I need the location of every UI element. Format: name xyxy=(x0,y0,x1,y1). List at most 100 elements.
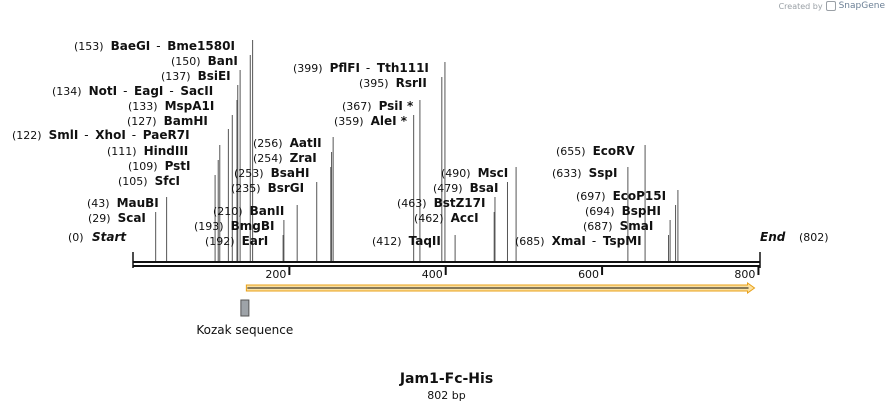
enzyme-label[interactable]: (150) BanI xyxy=(171,54,238,68)
enzyme-label[interactable]: (256) AatII xyxy=(253,136,322,150)
enzyme-name[interactable]: SmlI xyxy=(49,128,79,142)
enzyme-label[interactable]: (235) BsrGI xyxy=(231,181,304,195)
enzyme-label[interactable]: (254) ZraI xyxy=(253,151,317,165)
enzyme-label[interactable]: (109) PstI xyxy=(128,159,191,173)
enzyme-name[interactable]: EcoRV xyxy=(593,144,636,158)
enzyme-position: (105) xyxy=(118,175,148,188)
enzyme-name[interactable]: SfcI xyxy=(155,174,180,188)
enzyme-name[interactable]: TaqII xyxy=(409,234,441,248)
feature-layer: Kozak sequence xyxy=(196,282,756,337)
enzyme-name[interactable]: BsaHI xyxy=(271,166,310,180)
snapgene-brand: Created by SnapGene xyxy=(779,1,885,11)
enzyme-position: (697) xyxy=(576,190,606,203)
enzyme-name[interactable]: AccI xyxy=(451,211,479,225)
enzyme-name[interactable]: AatII xyxy=(290,136,322,150)
enzyme-name[interactable]: SspI xyxy=(589,166,618,180)
enzyme-label[interactable]: (462) AccI xyxy=(414,211,479,225)
enzyme-name[interactable]: XmaI xyxy=(552,234,586,248)
enzyme-name[interactable]: PaeR7I xyxy=(143,128,190,142)
enzyme-name[interactable]: BstZ17I xyxy=(434,196,486,210)
enzyme-name[interactable]: BsaI xyxy=(470,181,499,195)
enzyme-position: (253) xyxy=(234,167,264,180)
enzyme-name[interactable]: MauBI xyxy=(117,196,159,210)
enzyme-name[interactable]: NotI xyxy=(89,84,118,98)
enzyme-label[interactable]: (111) HindIII xyxy=(107,144,188,158)
enzyme-label[interactable]: (463) BstZ17I xyxy=(397,196,485,210)
enzyme-label[interactable]: (490) MscI xyxy=(441,166,508,180)
tick-label: 600 xyxy=(578,268,599,281)
enzyme-label[interactable]: (687) SmaI xyxy=(583,219,653,233)
enzyme-name[interactable]: BspHI xyxy=(622,204,661,218)
kozak-feature-label: Kozak sequence xyxy=(196,323,293,337)
enzyme-name[interactable]: BanI xyxy=(208,54,238,68)
enzyme-name[interactable]: ScaI xyxy=(118,211,146,225)
kozak-feature-box[interactable] xyxy=(240,299,250,317)
enzyme-name[interactable]: AleI * xyxy=(371,114,408,128)
enzyme-position: (367) xyxy=(342,100,372,113)
enzyme-name[interactable]: EcoP15I xyxy=(613,189,667,203)
enzyme-label[interactable]: (193) BmgBI xyxy=(194,219,274,233)
map-length: 802 bp xyxy=(427,389,466,402)
enzyme-name[interactable]: ZraI xyxy=(290,151,317,165)
enzyme-label[interactable]: (633) SspI xyxy=(552,166,617,180)
enzyme-label[interactable]: (29) ScaI xyxy=(88,211,146,225)
enzyme-position: (153) xyxy=(74,40,104,53)
enzyme-name[interactable]: BamHI xyxy=(164,114,208,128)
enzyme-position: (137) xyxy=(161,70,191,83)
enzyme-label[interactable]: (127) BamHI xyxy=(127,114,208,128)
enzyme-name[interactable]: SacII xyxy=(180,84,213,98)
enzyme-label[interactable]: (655) EcoRV xyxy=(556,144,635,158)
enzyme-name[interactable]: SmaI xyxy=(620,219,654,233)
enzyme-name[interactable]: MscI xyxy=(478,166,509,180)
enzyme-position: (109) xyxy=(128,160,158,173)
enzyme-label[interactable]: (43) MauBI xyxy=(87,196,159,210)
enzyme-name-separator: - xyxy=(366,61,370,75)
enzyme-name[interactable]: BsiEI xyxy=(198,69,231,83)
enzyme-name[interactable]: TspMI xyxy=(603,234,642,248)
enzyme-name-separator: - xyxy=(592,234,596,248)
enzyme-position: (29) xyxy=(88,212,111,225)
enzyme-name[interactable]: MspA1I xyxy=(165,99,215,113)
end-label[interactable]: End xyxy=(760,230,786,244)
brand-name: SnapGene xyxy=(838,1,885,11)
enzyme-name[interactable]: PstI xyxy=(165,159,191,173)
enzyme-label[interactable]: (133) MspA1I xyxy=(128,99,214,113)
enzyme-label[interactable]: (105) SfcI xyxy=(118,174,180,188)
enzyme-name[interactable]: EarI xyxy=(242,234,269,248)
tick-label: 200 xyxy=(265,268,286,281)
enzyme-label[interactable]: (694) BspHI xyxy=(585,204,661,218)
enzyme-label[interactable]: (685) XmaI - TspMI xyxy=(515,234,642,248)
enzyme-name[interactable]: EagI xyxy=(134,84,163,98)
enzyme-label[interactable]: (253) BsaHI xyxy=(234,166,309,180)
enzyme-label[interactable]: (122) SmlI - XhoI - PaeR7I xyxy=(12,128,190,142)
enzyme-label[interactable]: (153) BaeGI - Bme1580I xyxy=(74,39,235,53)
enzyme-name[interactable]: Bme1580I xyxy=(167,39,235,53)
enzyme-position: (192) xyxy=(205,235,235,248)
enzyme-label[interactable]: (137) BsiEI xyxy=(161,69,231,83)
enzyme-label[interactable]: (395) RsrII xyxy=(359,76,427,90)
brand-prefix: Created by xyxy=(778,1,823,11)
enzyme-label[interactable]: (399) PflFI - Tth111I xyxy=(293,61,429,75)
enzyme-label[interactable]: (412) TaqII xyxy=(372,234,441,248)
enzyme-name[interactable]: XhoI xyxy=(95,128,126,142)
tick-label: 800 xyxy=(734,268,755,281)
enzyme-name[interactable]: BsrGI xyxy=(268,181,305,195)
enzyme-label[interactable]: (134) NotI - EagI - SacII xyxy=(52,84,213,98)
enzyme-name[interactable]: BmgBI xyxy=(231,219,275,233)
enzyme-site-layer xyxy=(155,40,679,261)
enzyme-name[interactable]: BanII xyxy=(250,204,285,218)
enzyme-label[interactable]: (697) EcoP15I xyxy=(576,189,666,203)
enzyme-label[interactable]: (210) BanII xyxy=(213,204,284,218)
enzyme-label[interactable]: (367) PsiI * xyxy=(342,99,414,113)
enzyme-label[interactable]: (479) BsaI xyxy=(433,181,498,195)
enzyme-label[interactable]: (192) EarI xyxy=(205,234,268,248)
enzyme-name[interactable]: PflFI xyxy=(330,61,360,75)
enzyme-name[interactable]: PsiI * xyxy=(379,99,414,113)
enzyme-name[interactable]: Tth111I xyxy=(377,61,429,75)
enzyme-name[interactable]: HindIII xyxy=(144,144,189,158)
enzyme-name[interactable]: BaeGI xyxy=(111,39,151,53)
start-end-labels: (0) Start End (802) xyxy=(68,230,829,244)
enzyme-name[interactable]: RsrII xyxy=(396,76,427,90)
enzyme-label[interactable]: (359) AleI * xyxy=(334,114,408,128)
enzyme-position: (412) xyxy=(372,235,402,248)
